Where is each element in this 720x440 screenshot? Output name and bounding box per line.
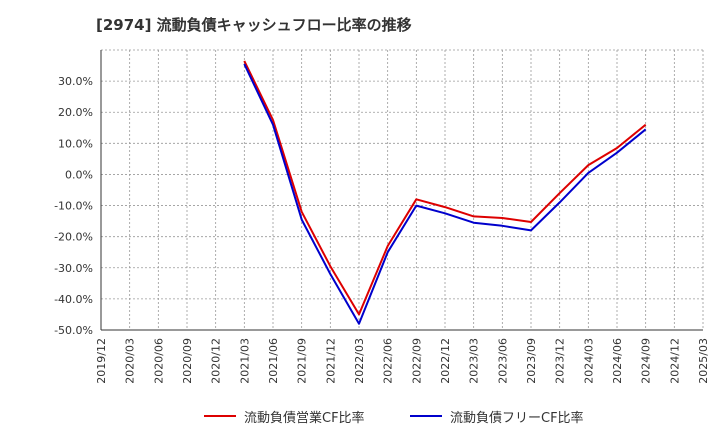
axes [100, 50, 703, 331]
x-tick-label: 2024/03 [582, 338, 595, 384]
x-tick-label: 2023/12 [554, 338, 567, 384]
grid [101, 49, 704, 330]
y-tick-label: -40.0% [54, 293, 93, 306]
x-tick-label: 2023/03 [468, 338, 481, 384]
x-tick-label: 2021/09 [296, 338, 309, 384]
x-tick-label: 2020/09 [181, 338, 194, 384]
x-tick-label: 2024/12 [668, 338, 681, 384]
x-tick-label: 2020/06 [152, 338, 165, 384]
x-tick-label: 2022/06 [382, 338, 395, 384]
x-tick-label: 2022/03 [353, 338, 366, 384]
x-tick-label: 2021/03 [238, 338, 251, 384]
legend-label-operating-cf: 流動負債営業CF比率 [244, 410, 365, 426]
legend-swatch-free-cf [410, 415, 442, 417]
x-axis-ticks: 2019/12 2020/03 2020/06 2020/09 2020/12 2021/… [95, 338, 710, 384]
x-tick-label: 2020/12 [210, 338, 223, 384]
series-group [243, 60, 647, 325]
y-tick-label: -50.0% [54, 324, 93, 337]
y-tick-label: -20.0% [54, 231, 93, 244]
series-line-operating-cf [243, 60, 647, 316]
series-line-free-cf [243, 63, 647, 325]
y-tick-label: 0.0% [65, 168, 93, 181]
x-tick-label: 2019/12 [95, 338, 108, 384]
x-tick-label: 2021/12 [324, 338, 337, 384]
y-tick-label: 10.0% [58, 137, 93, 150]
legend-item-operating-cf: 流動負債営業CF比率 [204, 404, 365, 428]
legend-label-free-cf: 流動負債フリーCF比率 [450, 410, 584, 426]
x-tick-label: 2024/09 [640, 338, 653, 384]
y-axis-ticks: 30.0% 20.0% 10.0% 0.0% -10.0% -20.0% -30.0% -40… [54, 75, 93, 337]
x-tick-label: 2025/03 [697, 338, 710, 384]
x-tick-label: 2020/03 [124, 338, 137, 384]
y-tick-label: 20.0% [58, 106, 93, 119]
y-tick-label: 30.0% [58, 75, 93, 88]
legend: 流動負債営業CF比率 流動負債フリーCF比率 [0, 404, 720, 428]
x-tick-label: 2024/06 [611, 338, 624, 384]
y-tick-label: -10.0% [54, 200, 93, 213]
x-tick-label: 2023/06 [496, 338, 509, 384]
x-tick-label: 2021/06 [267, 338, 280, 384]
chart-title: [2974] 流動負債キャッシュフロー比率の推移 [96, 16, 412, 34]
legend-swatch-operating-cf [204, 415, 236, 417]
legend-item-free-cf: 流動負債フリーCF比率 [410, 404, 584, 428]
x-tick-label: 2022/09 [410, 338, 423, 384]
y-tick-label: -30.0% [54, 262, 93, 275]
x-tick-label: 2022/12 [439, 338, 452, 384]
x-tick-label: 2023/09 [525, 338, 538, 384]
